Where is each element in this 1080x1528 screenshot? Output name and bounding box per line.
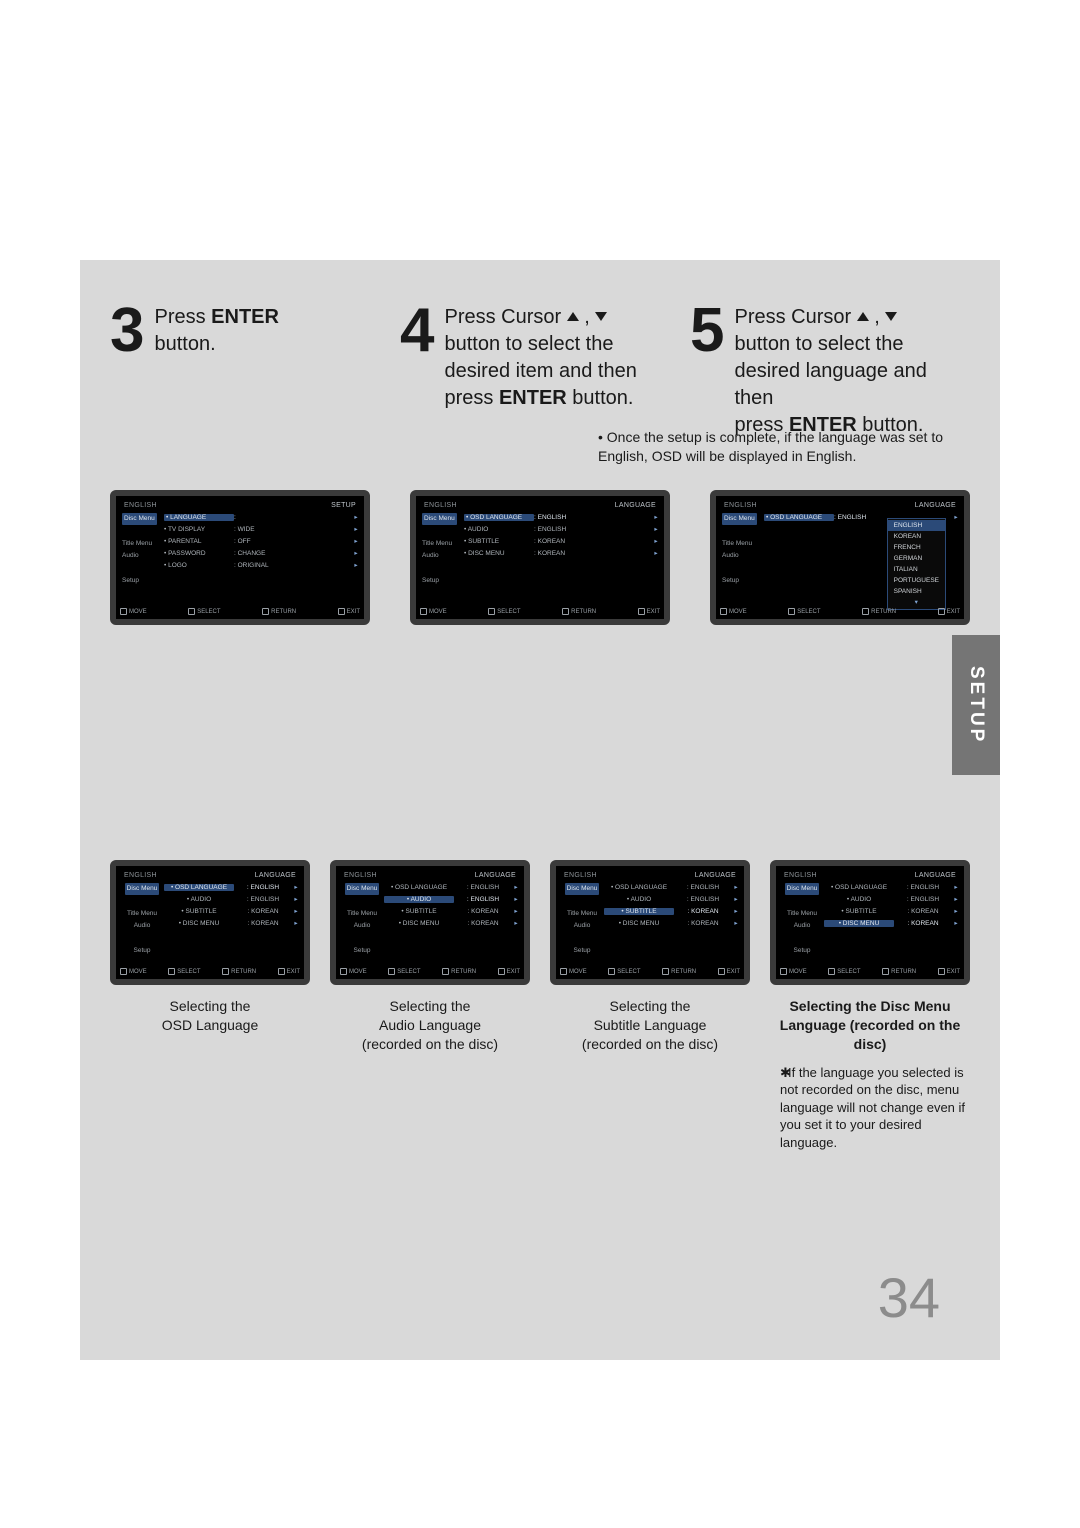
step-4: 4 Press Cursor , button to select the de… <box>400 300 680 439</box>
step-text: Press ENTER button. <box>154 300 278 439</box>
bottom-screens: ENGLISHLANGUAGE Disc Menu Title MenuAudi… <box>110 860 970 1151</box>
caption: Selecting theAudio Language(recorded on … <box>330 997 530 1054</box>
t: button to select the <box>734 333 903 355</box>
down-icon <box>885 312 897 321</box>
down-icon <box>595 312 607 321</box>
osd-screen: ENGLISHLANGUAGE Disc Menu Title MenuAudi… <box>550 860 750 985</box>
step-row: 3 Press ENTER button. 4 Press Cursor , b… <box>110 300 970 439</box>
osd-screen: ENGLISHSETUP Disc Menu Title MenuAudio S… <box>110 490 370 625</box>
t: ENTER <box>499 387 567 409</box>
osd-screen: ENGLISHLANGUAGE Disc Menu Title MenuAudi… <box>410 490 670 625</box>
screen-block: ENGLISHLANGUAGE Disc Menu Title MenuAudi… <box>550 860 750 1151</box>
caption: Selecting the Disc MenuLanguage (recorde… <box>770 997 970 1054</box>
footnote: ✱If the language you selected is not rec… <box>770 1064 970 1152</box>
t: ENTER <box>211 306 279 328</box>
screen-block: ENGLISHLANGUAGE Disc Menu Title MenuAudi… <box>410 490 670 625</box>
step-text: Press Cursor , button to select the desi… <box>734 300 970 439</box>
screen-block: ENGLISHLANGUAGE Disc Menu Title MenuAudi… <box>770 860 970 1151</box>
t: button to select the <box>444 333 613 355</box>
t: Press Cursor <box>734 306 856 328</box>
osd-screen: ENGLISHLANGUAGE Disc Menu Title MenuAudi… <box>710 490 970 625</box>
note-text: Once the setup is complete, if the langu… <box>598 428 958 466</box>
t: button. <box>567 387 634 409</box>
t: Press Cursor <box>444 306 566 328</box>
caption: Selecting theSubtitle Language(recorded … <box>550 997 750 1054</box>
up-icon <box>857 312 869 321</box>
top-screens: ENGLISHSETUP Disc Menu Title MenuAudio S… <box>110 490 970 625</box>
t: desired language and then <box>734 360 926 409</box>
step-number: 5 <box>690 300 724 439</box>
caption: Selecting theOSD Language <box>110 997 310 1035</box>
up-icon <box>567 312 579 321</box>
step-text: Press Cursor , button to select the desi… <box>444 300 636 439</box>
screen-block: ENGLISHSETUP Disc Menu Title MenuAudio S… <box>110 490 370 625</box>
step-3: 3 Press ENTER button. <box>110 300 390 439</box>
page-number: 34 <box>878 1265 940 1330</box>
screen-block: ENGLISHLANGUAGE Disc Menu Title MenuAudi… <box>110 860 310 1151</box>
t: press <box>444 387 498 409</box>
step-5: 5 Press Cursor , button to select the de… <box>690 300 970 439</box>
screen-block: ENGLISHLANGUAGE Disc Menu Title MenuAudi… <box>330 860 530 1151</box>
step-number: 3 <box>110 300 144 439</box>
section-tab: SETUP <box>952 635 1000 775</box>
step-number: 4 <box>400 300 434 439</box>
osd-screen: ENGLISHLANGUAGE Disc Menu Title MenuAudi… <box>110 860 310 985</box>
manual-page: SETUP 34 3 Press ENTER button. 4 Press C… <box>80 260 1000 1360</box>
t: button. <box>154 333 215 355</box>
t: Press <box>154 306 211 328</box>
t: desired item and then <box>444 360 636 382</box>
screen-block: ENGLISHLANGUAGE Disc Menu Title MenuAudi… <box>710 490 970 625</box>
osd-screen: ENGLISHLANGUAGE Disc Menu Title MenuAudi… <box>330 860 530 985</box>
osd-screen: ENGLISHLANGUAGE Disc Menu Title MenuAudi… <box>770 860 970 985</box>
